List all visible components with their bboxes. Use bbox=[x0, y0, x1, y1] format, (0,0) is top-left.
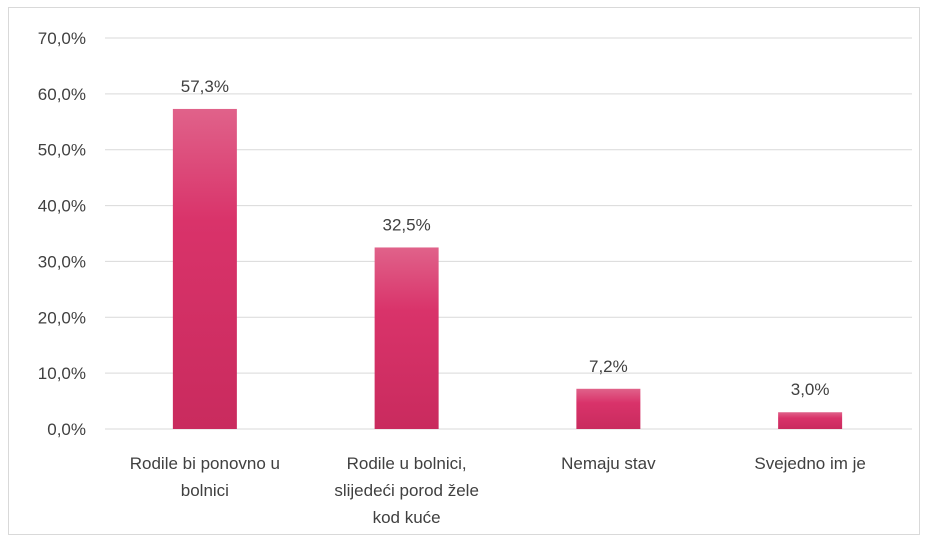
y-tick-label: 60,0% bbox=[38, 85, 86, 104]
data-label: 7,2% bbox=[589, 357, 628, 376]
category-label: Rodile u bolnici, slijedeći porod žele kod… bbox=[334, 454, 479, 527]
y-tick-label: 70,0% bbox=[38, 29, 86, 48]
bar bbox=[374, 247, 439, 429]
data-label: 32,5% bbox=[383, 215, 431, 234]
bar bbox=[576, 388, 641, 429]
y-tick-label: 20,0% bbox=[38, 308, 86, 327]
y-tick-label: 40,0% bbox=[38, 197, 86, 216]
bar bbox=[172, 108, 237, 429]
category-label-line: Rodile u bolnici, bbox=[347, 454, 467, 473]
category-label-line: bolnici bbox=[181, 481, 229, 500]
gridlines bbox=[105, 37, 912, 430]
y-axis-tick-labels: 0,0% 10,0% 20,0% 30,0% 40,0% 50,0% 60,0% 70,0% bbox=[38, 29, 86, 439]
data-label: 57,3% bbox=[181, 77, 229, 96]
data-labels: 57,3% 32,5% 7,2% 3,0% bbox=[181, 77, 830, 399]
category-label-line: slijedeći porod žele bbox=[334, 481, 479, 500]
category-label: Svejedno im je bbox=[754, 454, 866, 473]
category-label-line: Svejedno im je bbox=[754, 454, 866, 473]
category-label-line: Rodile bi ponovno u bbox=[130, 454, 280, 473]
chart-frame bbox=[8, 7, 920, 535]
category-label-line: kod kuće bbox=[373, 508, 441, 527]
y-tick-label: 30,0% bbox=[38, 252, 86, 271]
category-label: Nemaju stav bbox=[561, 454, 656, 473]
y-tick-label: 50,0% bbox=[38, 141, 86, 160]
category-label-line: Nemaju stav bbox=[561, 454, 656, 473]
y-tick-label: 0,0% bbox=[47, 420, 86, 439]
data-label: 3,0% bbox=[791, 380, 830, 399]
bars bbox=[172, 108, 843, 429]
y-tick-label: 10,0% bbox=[38, 364, 86, 383]
x-axis-category-labels: Rodile bi ponovno u bolnici Rodile u bolni… bbox=[130, 454, 866, 527]
category-label: Rodile bi ponovno u bolnici bbox=[130, 454, 280, 500]
bar bbox=[778, 412, 843, 429]
